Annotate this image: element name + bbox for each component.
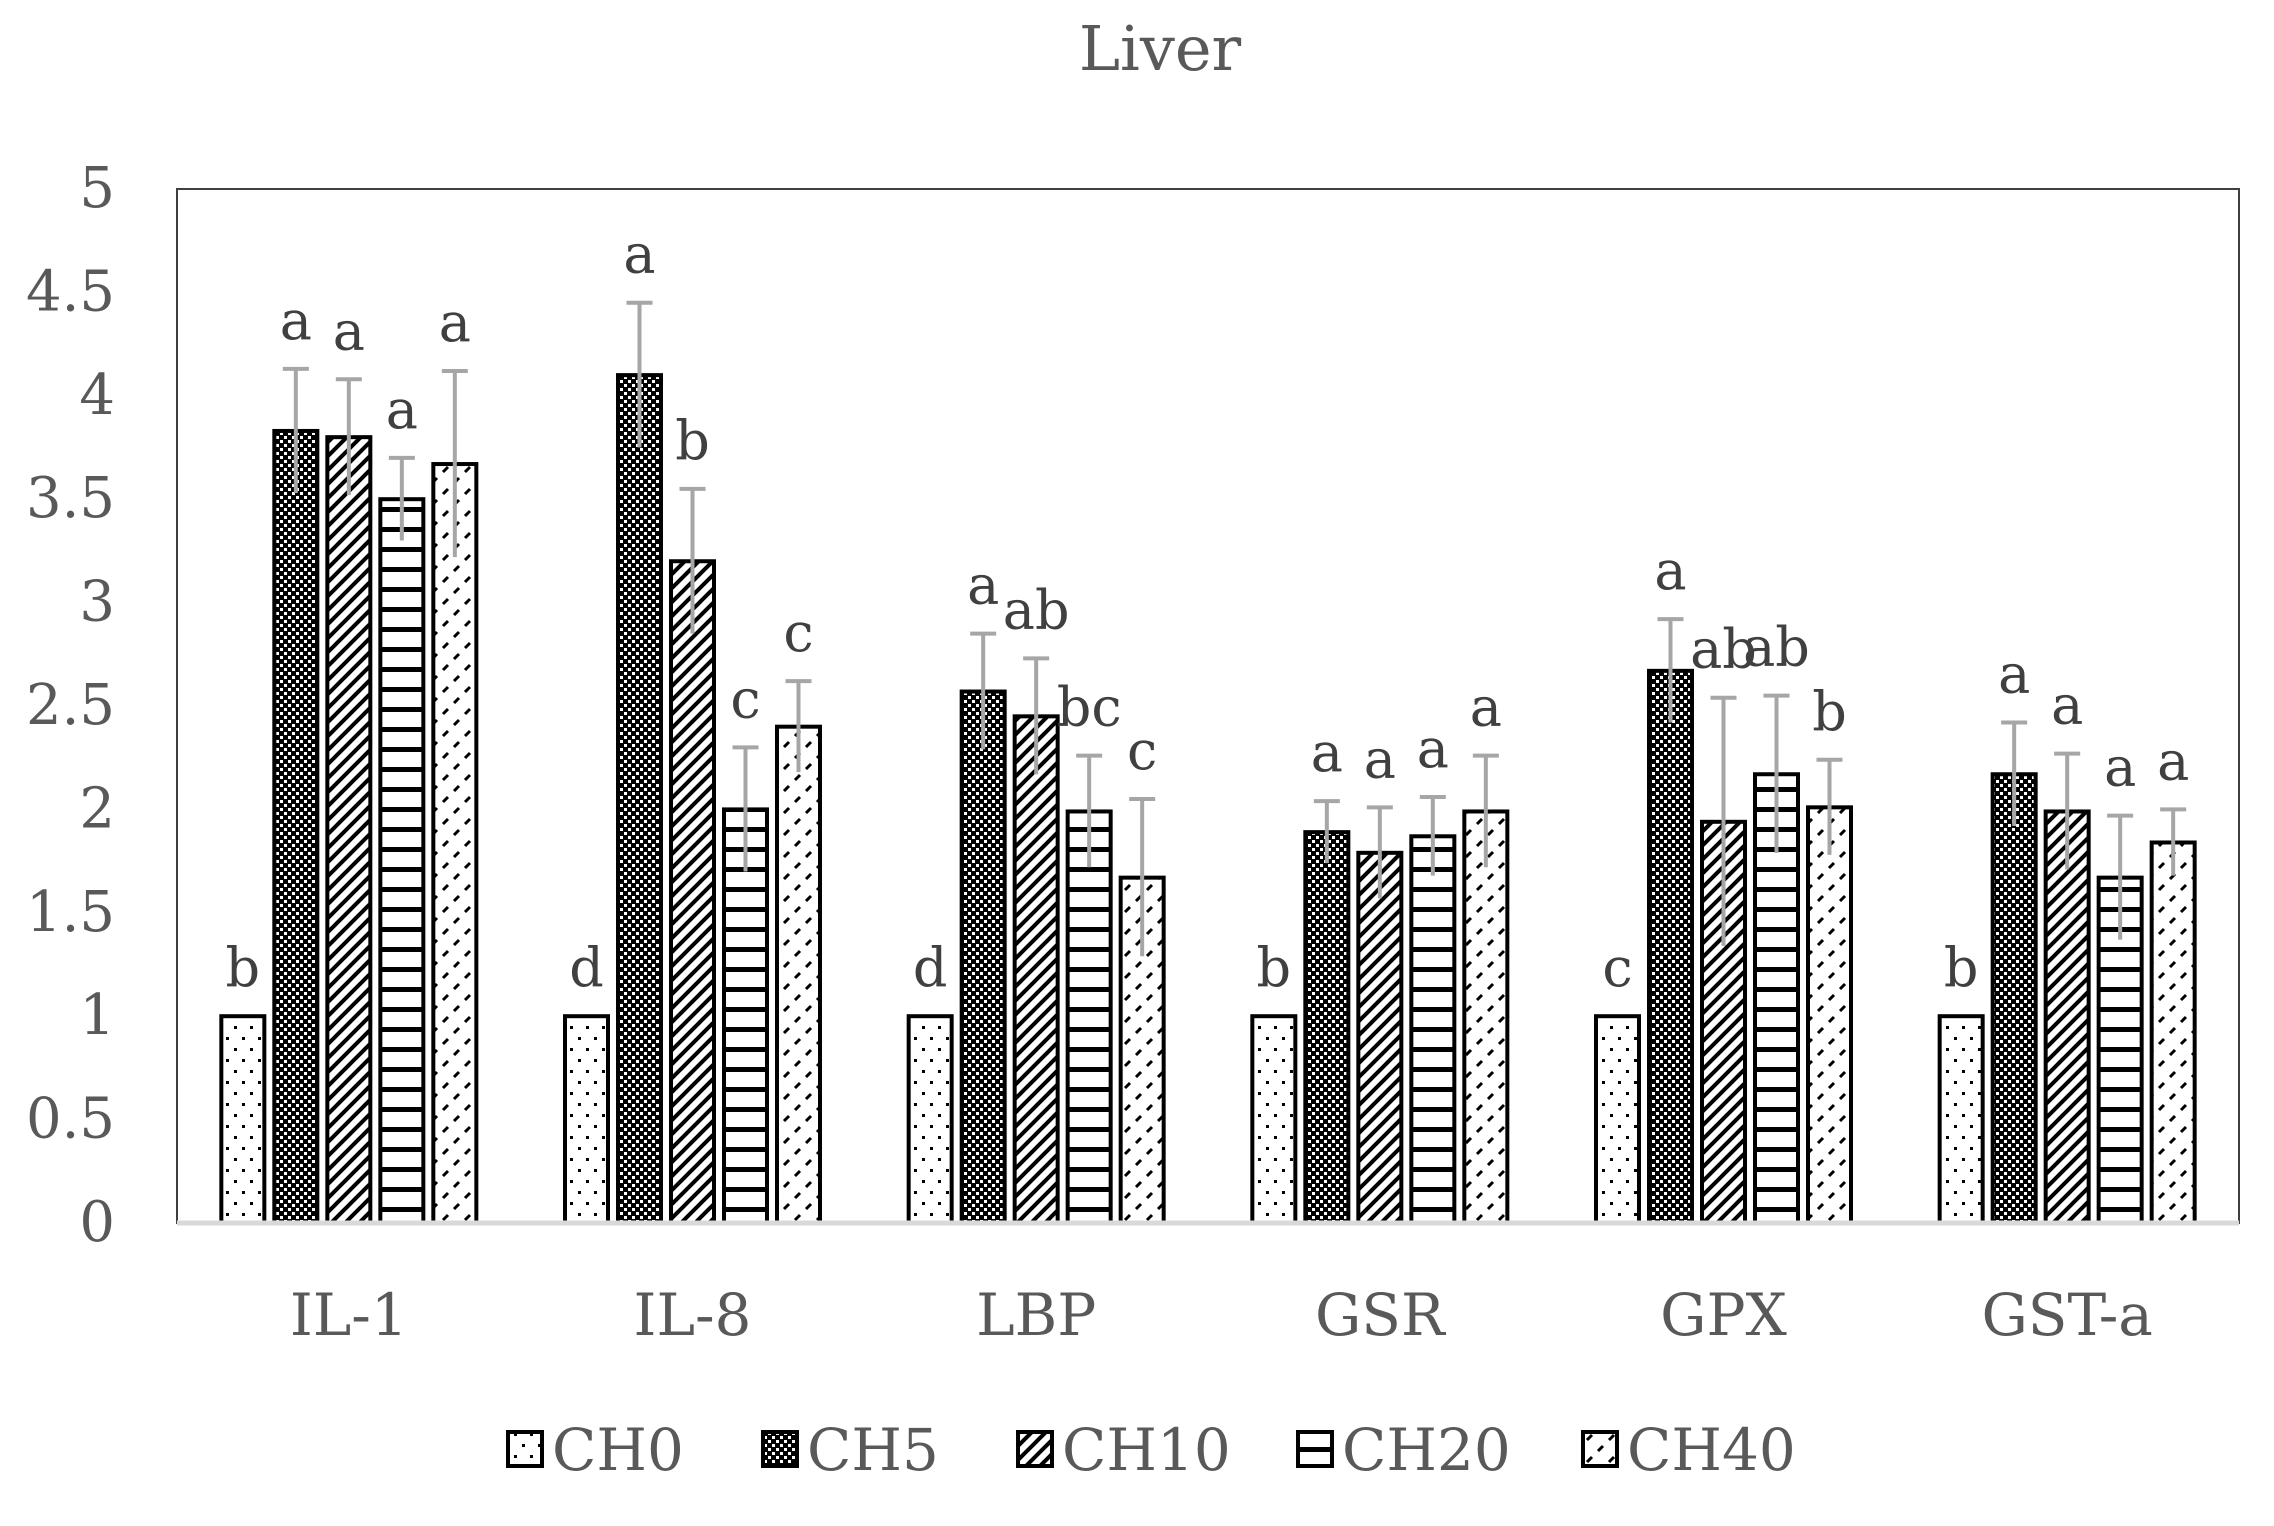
significance-letter: c	[783, 601, 813, 664]
significance-letter: a	[1470, 676, 1502, 739]
bar-ch40-il-8	[775, 724, 822, 1225]
bar-ch40-il-1	[431, 462, 479, 1225]
significance-letter: b	[675, 409, 710, 472]
bar-ch5-gsr	[1303, 830, 1351, 1225]
significance-letter: b	[226, 936, 261, 999]
significance-letter: d	[569, 936, 604, 999]
bar-ch0-lbp	[906, 1014, 954, 1226]
significance-letter: a	[1417, 717, 1449, 780]
significance-letter: ab	[1003, 578, 1070, 641]
bar-ch10-il-8	[669, 559, 716, 1225]
significance-letter: a	[2104, 736, 2136, 799]
legend: CH0 CH5 CH10 CH20 CH40	[506, 1416, 1796, 1484]
bar-ch0-il-1	[219, 1014, 267, 1226]
y-tick-label: 4.5	[26, 259, 115, 324]
x-axis-categories: IL-1 IL-8 LBP GSR GPX GST-a	[290, 1281, 2153, 1349]
y-tick-label: 5	[79, 156, 115, 221]
bar-ch10-gsr	[1356, 850, 1404, 1225]
significance-letter: a	[967, 554, 999, 617]
bar-ch40-gpx	[1806, 805, 1853, 1225]
bar-ch10-lbp	[1012, 714, 1060, 1226]
legend-swatch-ch10	[1016, 1430, 1054, 1468]
y-tick-label: 4	[79, 363, 115, 428]
y-tick-label: 1.5	[26, 880, 115, 945]
x-category-label: IL-8	[634, 1281, 752, 1349]
x-category-label: GPX	[1660, 1281, 1787, 1349]
legend-label-ch10: CH10	[1062, 1416, 1231, 1484]
legend-swatch-ch40	[1581, 1430, 1619, 1468]
significance-letter: d	[913, 936, 948, 999]
x-category-label: IL-1	[290, 1281, 408, 1349]
x-category-label: GST-a	[1981, 1281, 2152, 1349]
significance-letter: a	[2157, 729, 2189, 792]
bar-series	[219, 373, 2197, 1226]
bar-ch5-il-8	[616, 373, 663, 1225]
bar-ch0-gst-a	[1937, 1014, 1985, 1226]
plot-frame	[176, 188, 2240, 1224]
bar-ch0-gsr	[1250, 1014, 1298, 1226]
y-tick-label: 3	[79, 570, 115, 635]
y-tick-label: 0.5	[26, 1087, 115, 1152]
significance-letter: a	[1364, 727, 1396, 790]
significance-letter: bc	[1057, 676, 1122, 739]
bar-ch40-gsr	[1462, 809, 1510, 1226]
y-tick-label: 2	[79, 776, 115, 841]
significance-letter: b	[1944, 936, 1979, 999]
y-tick-label: 2.5	[26, 673, 115, 738]
x-category-label: LBP	[976, 1281, 1096, 1349]
bar-ch0-il-8	[563, 1014, 610, 1226]
legend-swatch-ch0	[506, 1430, 544, 1468]
legend-swatch-ch5	[761, 1430, 799, 1468]
significance-letter: a	[2051, 674, 2083, 737]
legend-label-ch0: CH0	[552, 1416, 684, 1484]
bar-ch5-gst-a	[1990, 772, 2038, 1226]
significance-letter: a	[1654, 539, 1686, 602]
significance-letter: ab	[1690, 618, 1757, 681]
bar-ch20-lbp	[1065, 809, 1113, 1226]
bar-ch10-gst-a	[2043, 809, 2091, 1226]
bar-ch20-il-1	[378, 497, 426, 1225]
significance-letter: c	[730, 667, 760, 730]
error-bars	[282, 300, 2187, 957]
bar-ch5-il-1	[272, 428, 320, 1225]
significance-letter: b	[1257, 936, 1292, 999]
significance-letter: ab	[1743, 616, 1810, 679]
bar-ch20-gpx	[1753, 772, 1800, 1226]
y-axis-ticks: 0 0.5 1 1.5 2 2.5 3 3.5 4 4.5 5	[26, 156, 115, 1255]
bar-ch40-gst-a	[2149, 840, 2197, 1225]
significance-letter: a	[1311, 721, 1343, 784]
legend-label-ch40: CH40	[1627, 1416, 1796, 1484]
bar-ch20-gsr	[1409, 834, 1457, 1225]
x-category-label: GSR	[1315, 1281, 1447, 1349]
significance-letter: b	[1812, 680, 1847, 743]
legend-label-ch20: CH20	[1342, 1416, 1511, 1484]
bar-ch0-gpx	[1594, 1014, 1641, 1226]
significance-letter: c	[1602, 936, 1632, 999]
significance-letter: a	[333, 299, 365, 362]
legend-label-ch5: CH5	[807, 1416, 939, 1484]
y-tick-label: 0	[79, 1190, 115, 1255]
y-tick-label: 1	[79, 983, 115, 1048]
bar-ch10-il-1	[325, 435, 373, 1226]
significance-letter: a	[1998, 643, 2030, 706]
significance-letter: a	[623, 223, 655, 286]
chart-title: Liver	[1079, 12, 1242, 85]
significance-letter: c	[1127, 719, 1157, 782]
y-tick-label: 3.5	[26, 466, 115, 531]
bar-ch5-gpx	[1647, 668, 1694, 1225]
legend-swatch-ch20	[1296, 1430, 1334, 1468]
significance-letter: a	[280, 289, 312, 352]
significance-letter: a	[439, 291, 471, 354]
significance-letter: a	[386, 378, 418, 441]
bar-ch5-lbp	[959, 689, 1007, 1225]
